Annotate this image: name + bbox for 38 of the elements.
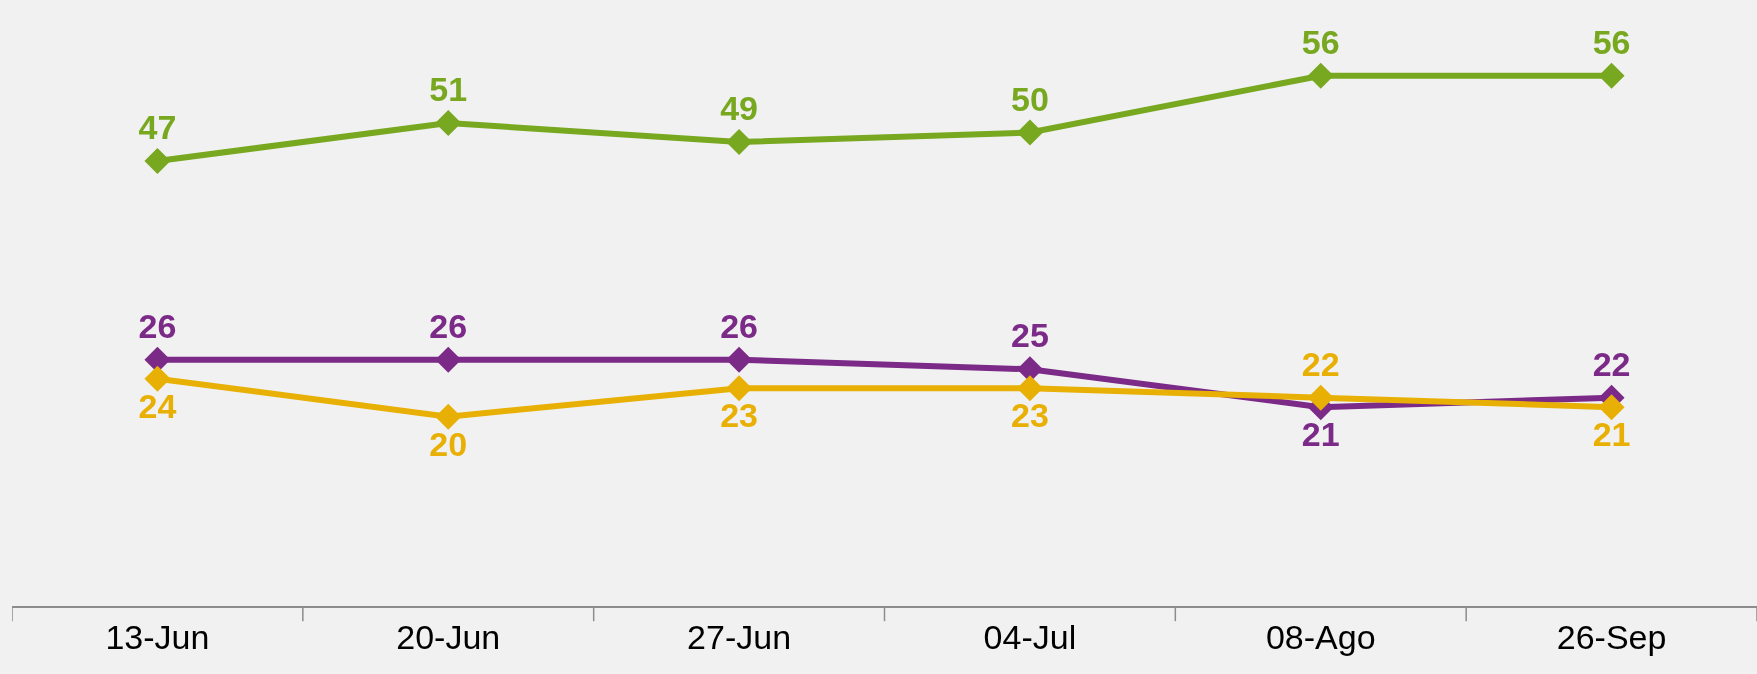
point [726,375,753,402]
data-label: 56 [1592,22,1631,61]
data-label: 24 [138,386,177,425]
data-label: 26 [138,306,177,345]
x-tick-label: 13-Jun [105,617,210,656]
point [144,147,171,174]
data-label: 50 [1011,79,1049,118]
data-label: 26 [429,306,468,345]
data-label: 25 [1011,316,1049,355]
data-label: 47 [138,107,177,146]
x-tick-label: 20-Jun [396,617,501,656]
point [726,129,753,156]
point [144,365,171,392]
data-label: 56 [1301,22,1340,61]
data-label: 51 [429,70,468,109]
x-tick-label: 27-Jun [687,617,792,656]
x-tick-label: 26-Sep [1556,617,1667,656]
data-label: 21 [1592,415,1631,454]
point [1307,384,1334,411]
x-tick-label: 04-Jul [983,617,1077,656]
data-label: 49 [720,89,758,128]
data-label: 20 [429,424,468,463]
data-label: 23 [1011,396,1049,435]
point [435,403,462,430]
point [1598,394,1625,421]
point [1016,375,1043,402]
point [1307,62,1334,89]
point [726,346,753,373]
point [435,110,462,137]
data-label: 21 [1301,415,1340,454]
point [1598,62,1625,89]
point [435,346,462,373]
x-tick-label: 08-Ago [1265,617,1376,656]
data-label: 23 [720,396,758,435]
data-label: 26 [720,306,758,345]
point [1016,119,1043,146]
data-label: 22 [1592,344,1631,383]
data-label: 22 [1301,344,1340,383]
